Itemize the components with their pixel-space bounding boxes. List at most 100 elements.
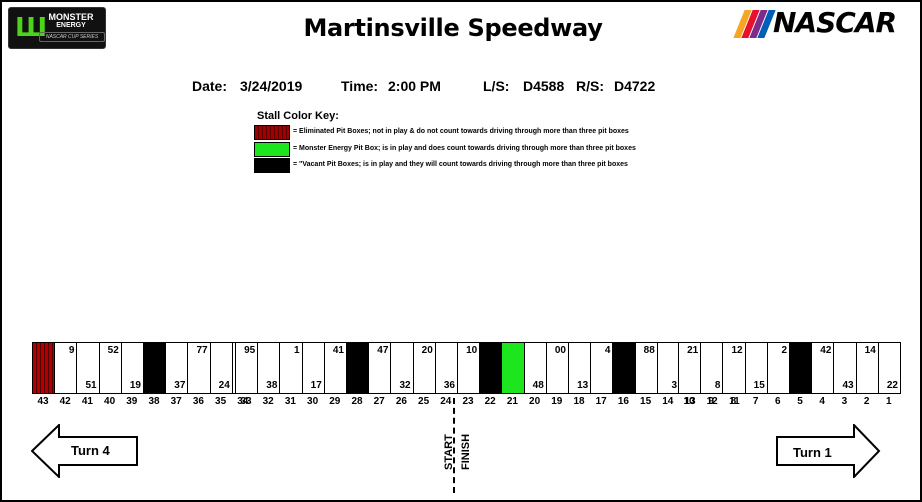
pit-box-number: 22	[484, 396, 496, 407]
pit-box-number: 2	[863, 396, 870, 407]
pit-stall-28	[346, 343, 369, 393]
pit-box-number: 23	[462, 396, 474, 407]
pit-box-number: 12	[706, 396, 718, 407]
pit-box-number: 10	[683, 396, 695, 407]
pit-stall-39	[120, 343, 143, 393]
pit-box-number: 3	[841, 396, 848, 407]
pit-box-number: 30	[307, 396, 319, 407]
pit-stall-25	[412, 343, 435, 393]
turn-4-label: Turn 4	[71, 443, 110, 458]
pit-stall-43	[33, 343, 55, 393]
vacant-swatch	[254, 158, 290, 173]
pit-stall-1	[877, 343, 900, 393]
pit-box-number: 36	[192, 396, 204, 407]
car-number: 24	[218, 380, 230, 391]
pit-box-number: 20	[529, 396, 541, 407]
car-number: 47	[377, 345, 389, 356]
car-number: 19	[129, 380, 141, 391]
vacant-key-text: = "Vacant Pit Boxes; is in play and they…	[293, 161, 628, 168]
pit-box-number: 43	[37, 396, 49, 407]
pit-stall-2	[855, 343, 878, 393]
page-title: Martinsville Speedway	[303, 14, 603, 42]
pit-stall-18	[568, 343, 590, 393]
start-label: START	[443, 434, 455, 470]
car-number: 77	[196, 345, 208, 356]
car-number: 00	[554, 345, 566, 356]
logo-line-1: MONSTER	[48, 12, 94, 22]
car-number: 12	[731, 345, 743, 356]
pit-stall-41	[76, 343, 98, 393]
pit-stall-9	[700, 343, 722, 393]
car-number: 13	[577, 380, 589, 391]
pit-stall-40	[98, 343, 121, 393]
pit-box-number: 13	[684, 396, 696, 407]
turn-1-arrow-icon	[776, 424, 881, 478]
time-label: Time:	[341, 78, 379, 94]
pit-stall-29	[323, 343, 346, 393]
pit-stall-36	[187, 343, 209, 393]
rs-label: R/S:	[576, 78, 604, 94]
pit-box-number: 16	[617, 396, 629, 407]
monster-key-text: = Monster Energy Pit Box; is in play and…	[293, 145, 636, 152]
pit-box-number: 31	[284, 396, 296, 407]
car-number: 10	[466, 345, 478, 356]
ls-label: L/S:	[483, 78, 510, 94]
car-number: 4	[604, 345, 611, 356]
date-label: Date:	[192, 78, 228, 94]
start-finish-line	[453, 398, 455, 493]
stall-color-key-title: Stall Color Key:	[257, 110, 339, 122]
pit-box-number: 8	[730, 396, 737, 407]
pit-box-number: 26	[395, 396, 407, 407]
eliminated-key-text: = Eliminated Pit Boxes; not in play & do…	[293, 128, 629, 135]
pit-box-number: 14	[662, 396, 674, 407]
car-number: 43	[842, 380, 854, 391]
car-number: 48	[532, 380, 544, 391]
car-number: 22	[886, 380, 898, 391]
pit-box-number: 5	[797, 396, 803, 407]
pit-stall-26	[390, 343, 412, 393]
pit-stall-30	[301, 343, 324, 393]
pit-box-number: 4	[819, 396, 825, 407]
pit-stall-34	[231, 343, 254, 393]
pit-box-number: 24	[440, 396, 452, 407]
car-number: 95	[244, 345, 256, 356]
pit-box-number: 1	[886, 396, 892, 407]
pit-box-number: 42	[59, 396, 71, 407]
pit-box-number: 38	[148, 396, 160, 407]
pit-box-number: 17	[595, 396, 607, 407]
nascar-logo: NASCAR	[733, 6, 905, 40]
ls-value: D4588	[523, 78, 565, 94]
car-number: 3	[671, 380, 677, 391]
car-number: 9	[68, 345, 75, 356]
logo-line-3: NASCAR CUP SERIES	[39, 32, 105, 42]
car-number: 20	[421, 345, 433, 356]
car-number: 32	[399, 380, 411, 391]
pit-box-number: 37	[170, 396, 182, 407]
monster-m-icon: Ш	[15, 13, 48, 43]
pit-stall-3	[833, 343, 855, 393]
pit-box-number: 32	[262, 396, 274, 407]
monster-swatch	[254, 142, 290, 157]
pit-box-number: 6	[775, 396, 781, 407]
pit-stall-14	[656, 343, 679, 393]
pit-stall-8	[722, 343, 744, 393]
pit-box-number: 18	[573, 396, 585, 407]
pit-box-number: 29	[329, 396, 341, 407]
finish-label: FINISH	[460, 433, 472, 470]
pit-stall-5	[789, 343, 812, 393]
pit-stall-7	[744, 343, 767, 393]
pit-box-number: 34	[237, 396, 249, 407]
pit-box-number: 27	[373, 396, 385, 407]
turn-4-arrow-icon	[31, 424, 138, 478]
pit-stall-22	[479, 343, 502, 393]
eliminated-swatch	[254, 125, 290, 140]
pit-stall-37	[165, 343, 187, 393]
pit-stall-17	[590, 343, 612, 393]
pit-box-number: 25	[418, 396, 430, 407]
pit-stall-32	[257, 343, 279, 393]
car-number: 51	[85, 380, 97, 391]
pit-stall-21	[501, 343, 524, 393]
pit-box-number: 9	[708, 396, 714, 407]
car-number: 36	[443, 380, 455, 391]
